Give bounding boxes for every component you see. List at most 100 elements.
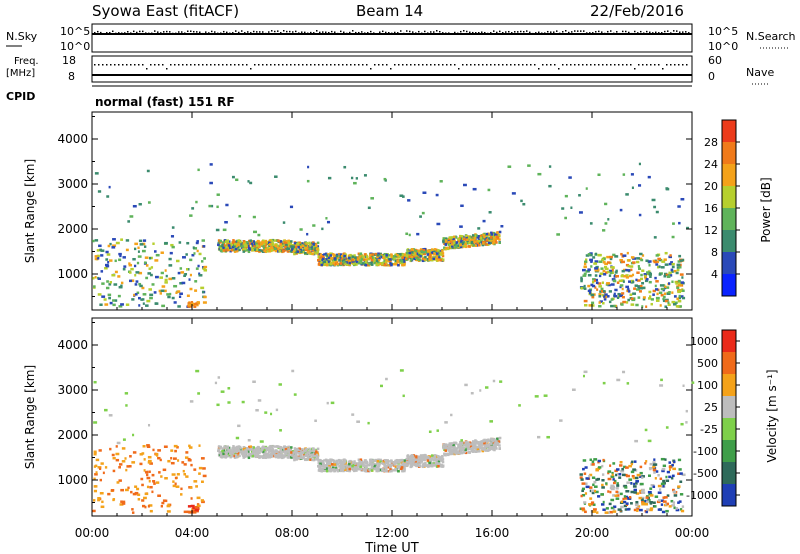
echo-cell [392, 263, 395, 266]
echo-cell [442, 237, 446, 240]
nsearch-dot [244, 32, 246, 34]
echo-cell [400, 258, 403, 261]
nsearch-dot [289, 30, 291, 33]
echo-cell [625, 268, 628, 272]
echo-cell [193, 480, 198, 483]
echo-cell [323, 459, 326, 462]
echo-cell [670, 270, 674, 273]
echo-cell [177, 290, 181, 293]
echo-cell [624, 495, 628, 499]
echo-cell [653, 469, 657, 472]
echo-cell [338, 465, 341, 468]
echo-cell [655, 263, 659, 266]
echo-cell [234, 242, 237, 246]
echo-cell [311, 252, 314, 256]
echo-cell [659, 284, 664, 287]
nsearch-dot [640, 30, 642, 33]
echo-cell [582, 459, 587, 462]
nave-dot [146, 68, 148, 70]
echo-cell [677, 279, 681, 283]
echo-cell [477, 227, 481, 230]
echo-cell [343, 165, 347, 169]
nave-dot [262, 64, 264, 66]
nave-dot [98, 64, 100, 66]
echo-cell [647, 175, 651, 179]
echo-cell [437, 462, 441, 465]
echo-cell [602, 229, 606, 232]
echo-cell [258, 454, 261, 458]
echo-cell [662, 500, 667, 503]
echo-cell [656, 292, 659, 296]
nave-dot [658, 64, 660, 66]
nave-dot [434, 64, 436, 66]
echo-cell [323, 466, 326, 470]
echo-cell [235, 436, 240, 440]
echo-cell [136, 261, 140, 265]
echo-cell [419, 461, 422, 464]
echo-cell [109, 242, 112, 246]
echo-cell [376, 461, 379, 465]
echo-cell [383, 259, 386, 263]
echo-cell [448, 442, 451, 445]
echo-cell [402, 394, 405, 398]
echo-cell [396, 459, 399, 463]
echo-cell [186, 294, 190, 298]
nave-dot [294, 64, 296, 66]
echo-cell [665, 286, 670, 289]
echo-cell [238, 245, 241, 248]
echo-cell [601, 258, 605, 262]
echo-cell [666, 502, 670, 506]
nsearch-dot [682, 31, 684, 33]
echo-cell [468, 442, 471, 446]
echo-cell [196, 301, 200, 304]
nsearch-dot [340, 30, 342, 33]
echo-cell [393, 463, 396, 466]
echo-cell [593, 279, 596, 282]
echo-cell [131, 508, 134, 511]
echo-cell [180, 493, 183, 496]
echo-cell [114, 259, 117, 263]
echo-cell [196, 496, 201, 500]
echo-cell [638, 257, 643, 261]
nave-dot [506, 64, 508, 66]
echo-cell [134, 485, 138, 488]
echo-cell [287, 246, 290, 249]
echo-cell [341, 261, 344, 264]
echo-cell [160, 251, 164, 254]
echo-cell [306, 232, 309, 236]
echo-cell [397, 263, 400, 267]
echo-cell [416, 462, 420, 465]
echo-cell [412, 461, 415, 464]
echo-cell [679, 472, 683, 475]
echo-cell [359, 461, 362, 464]
nsearch-dot [97, 30, 99, 33]
echo-cell [231, 447, 235, 450]
echo-cell [678, 294, 681, 298]
nave-dot [678, 64, 680, 66]
echo-cell [625, 276, 629, 279]
echo-cell [583, 501, 587, 504]
echo-cell [652, 461, 656, 464]
echo-cell [656, 500, 661, 504]
echo-cell [601, 281, 604, 284]
echo-cell [305, 451, 309, 454]
echo-cell [632, 485, 637, 488]
echo-cell [500, 224, 504, 228]
echo-cell [120, 488, 125, 492]
echo-cell [483, 441, 486, 445]
echo-cell [112, 498, 115, 502]
nave-dot [178, 64, 180, 66]
echo-cell [229, 448, 232, 452]
echo-cell [131, 461, 136, 464]
echo-cell [283, 243, 287, 247]
echo-cell [606, 261, 611, 264]
echo-cell [223, 244, 227, 247]
echo-cell [638, 213, 642, 217]
echo-cell [324, 258, 328, 261]
nave-dot [674, 64, 676, 66]
echo-cell [105, 286, 110, 290]
echo-cell [604, 202, 608, 206]
echo-cell [437, 254, 441, 257]
y-tick-label: 3000 [57, 177, 88, 191]
